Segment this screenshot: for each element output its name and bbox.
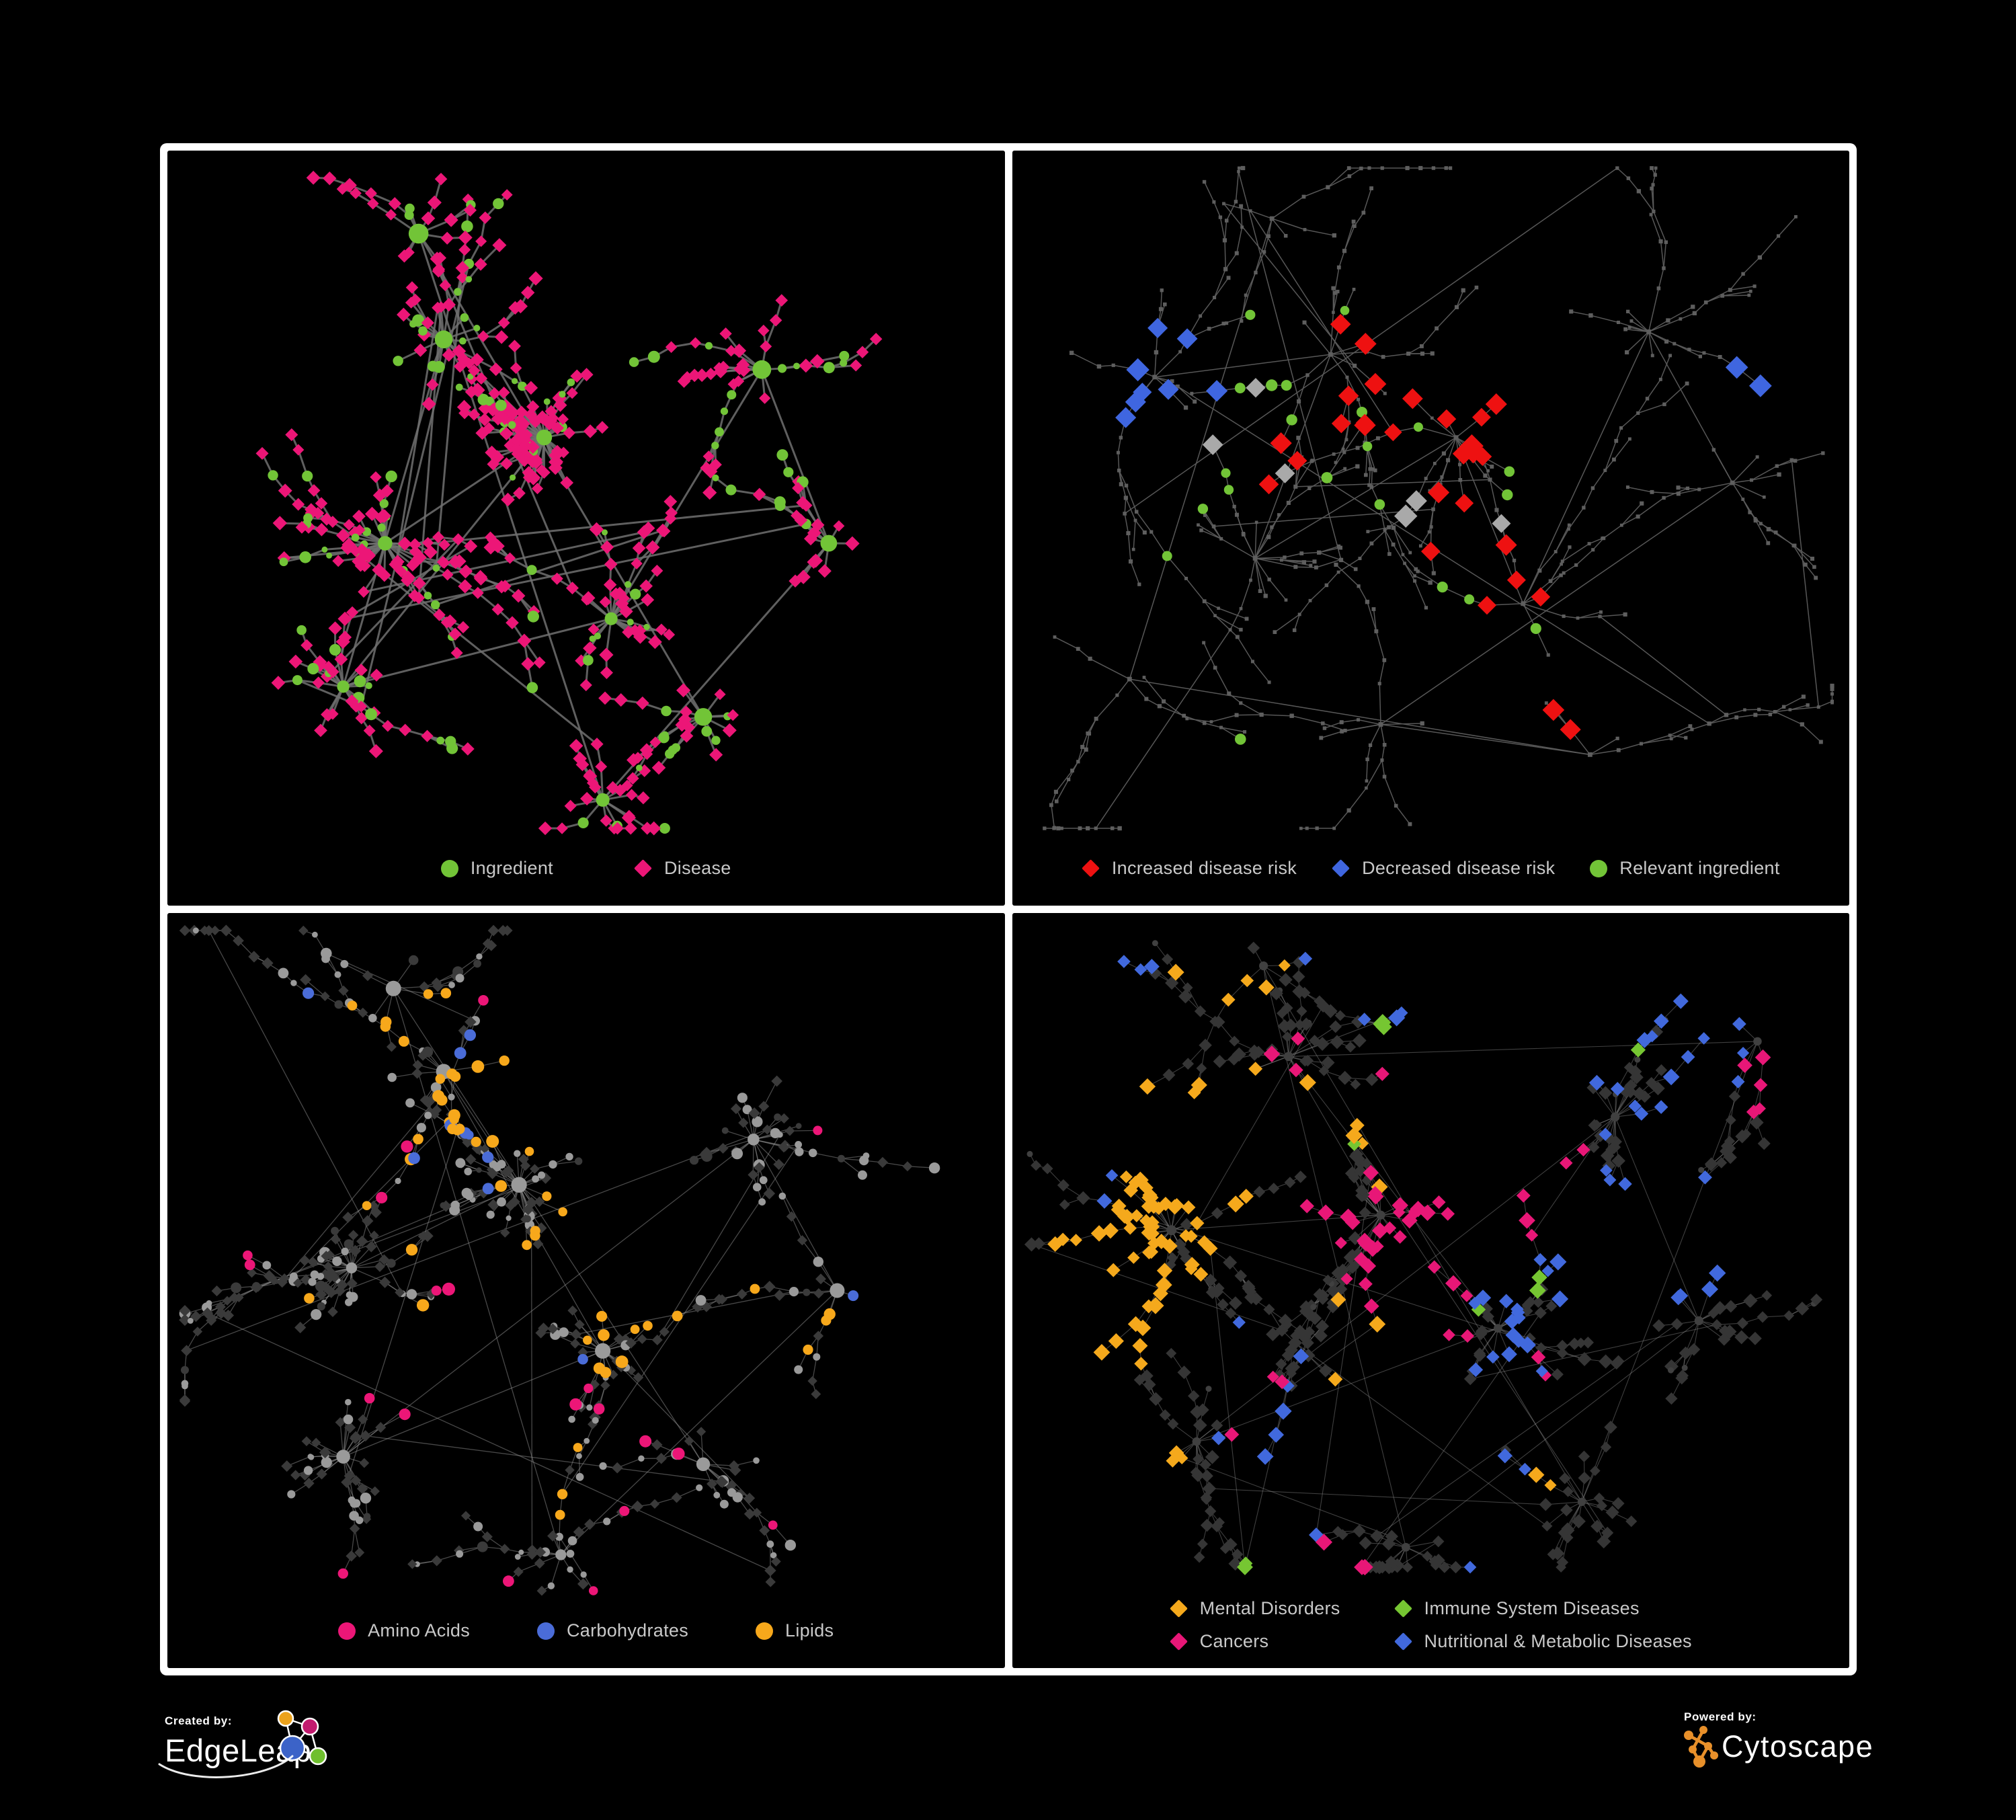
mental-disorders-diamond-icon [1169, 1599, 1188, 1618]
legend-label-amino-acids: Amino Acids [368, 1620, 470, 1640]
panel-disease-classes: Mental Disorders Immune System Diseases … [1012, 913, 1849, 1668]
legend-ingredient-disease: Ingredient Disease [167, 858, 1005, 879]
legend-item-ingredient: Ingredient [440, 858, 553, 879]
panels-frame: Ingredient Disease Increased disease ris… [160, 143, 1857, 1675]
legend-label-cancers: Cancers [1199, 1631, 1269, 1651]
ingredient-circle-icon [440, 859, 458, 877]
legend-label-ingredient: Ingredient [470, 858, 553, 878]
network-graph-nutrient-classes [179, 924, 940, 1596]
edgeleap-credit: Created by: EdgeLeap [158, 1710, 327, 1778]
disease-diamond-icon [634, 859, 652, 877]
legend-nutrient-classes: Amino Acids Carbohydrates Lipids [167, 1620, 1005, 1641]
cytoscape-credit: Powered by: Cytoscape [1684, 1710, 1873, 1768]
cytoscape-wordmark: Cytoscape [1722, 1729, 1874, 1764]
legend-item-amino-acids: Amino Acids [338, 1620, 470, 1641]
edgeleap-logo-icon [277, 1710, 327, 1766]
legend-label-nutritional-metabolic-diseases: Nutritional & Metabolic Diseases [1424, 1631, 1692, 1651]
legend-item-lipids: Lipids [756, 1620, 834, 1641]
immune-system-diseases-diamond-icon [1394, 1599, 1412, 1618]
lipids-circle-icon [756, 1622, 773, 1640]
network-graph-disease-classes [1024, 940, 1822, 1576]
legend-label-increased-risk: Increased disease risk [1111, 858, 1297, 878]
legend-item-immune-system-diseases: Immune System Diseases [1394, 1598, 1692, 1619]
legend-item-relevant-ingredient: Relevant ingredient [1590, 858, 1779, 879]
cytoscape-logo-icon [1684, 1726, 1718, 1768]
legend-label-mental-disorders: Mental Disorders [1199, 1598, 1340, 1618]
legend-label-lipids: Lipids [785, 1620, 834, 1640]
legend-label-immune-system-diseases: Immune System Diseases [1424, 1598, 1640, 1618]
legend-item-decreased-risk: Decreased disease risk [1332, 858, 1555, 879]
network-graph-ingredient-disease [255, 170, 883, 836]
increased-risk-diamond-icon [1081, 859, 1100, 877]
legend-item-carbohydrates: Carbohydrates [537, 1620, 688, 1641]
nutritional-metabolic-diseases-diamond-icon [1394, 1632, 1412, 1651]
amino-acids-circle-icon [338, 1622, 356, 1640]
panel-nutrient-classes: Amino Acids Carbohydrates Lipids [167, 913, 1005, 1668]
legend-label-disease: Disease [663, 858, 731, 878]
legend-item-disease: Disease [634, 858, 731, 879]
legend-disease-risk: Increased disease risk Decreased disease… [1012, 858, 1850, 879]
powered-by-label: Powered by: [1684, 1710, 1757, 1723]
edgeleap-swoosh [158, 1755, 294, 1778]
network-graph-disease-risk [1042, 165, 1834, 831]
decreased-risk-diamond-icon [1332, 859, 1350, 877]
legend-label-carbohydrates: Carbohydrates [567, 1620, 688, 1640]
carbohydrates-circle-icon [537, 1622, 555, 1640]
legend-item-cancers: Cancers [1169, 1631, 1340, 1652]
created-by-label: Created by: [165, 1714, 233, 1727]
legend-label-relevant-ingredient: Relevant ingredient [1619, 858, 1780, 878]
legend-label-decreased-risk: Decreased disease risk [1362, 858, 1556, 878]
panel-disease-risk: Increased disease risk Decreased disease… [1012, 151, 1850, 906]
cancers-diamond-icon [1169, 1632, 1188, 1651]
legend-disease-classes: Mental Disorders Immune System Diseases … [1169, 1598, 1692, 1652]
panel-ingredient-disease: Ingredient Disease [167, 151, 1005, 906]
legend-item-nutritional-metabolic-diseases: Nutritional & Metabolic Diseases [1394, 1631, 1692, 1652]
relevant-ingredient-circle-icon [1590, 859, 1608, 877]
legend-item-increased-risk: Increased disease risk [1081, 858, 1297, 879]
legend-item-mental-disorders: Mental Disorders [1169, 1598, 1340, 1619]
